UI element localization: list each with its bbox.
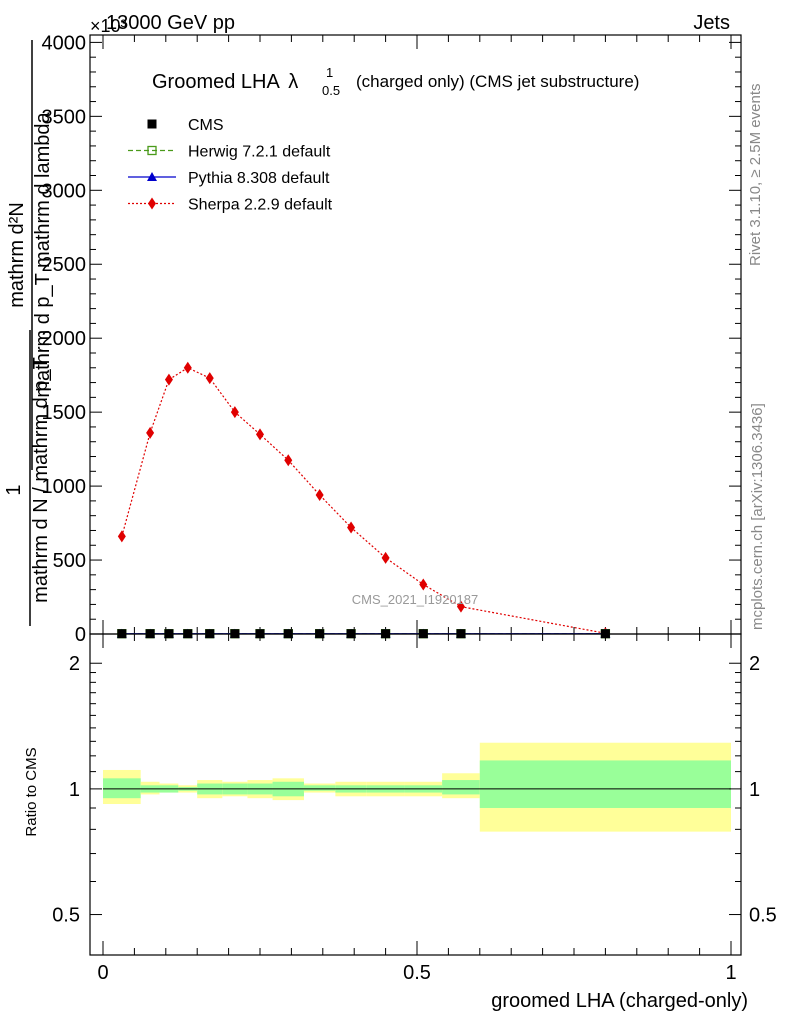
- ylabel-prefix: 1: [3, 484, 25, 495]
- x-tick-label: 0.5: [403, 962, 431, 984]
- legend-label: CMS: [188, 117, 224, 134]
- legend-label: Sherpa 2.2.9 default: [188, 197, 333, 214]
- sherpa-point: [117, 530, 126, 543]
- sherpa-point: [146, 426, 155, 439]
- title-lambda: λ: [288, 71, 298, 93]
- y-tick-label: 500: [53, 550, 86, 572]
- sherpa-point: [164, 373, 173, 386]
- title-sup: 1: [326, 65, 333, 80]
- title-rest: (charged only) (CMS jet substructure): [356, 72, 639, 91]
- legend-marker: [147, 172, 157, 181]
- ratio-tick-label-right: 1: [749, 779, 760, 801]
- ratio-tick-label-left: 0.5: [52, 905, 80, 927]
- legend-marker: [147, 119, 157, 129]
- x-axis: 0 0.5 1: [97, 634, 737, 984]
- y-exponent: ×10³: [90, 16, 127, 36]
- header-right: Jets: [693, 12, 730, 34]
- main-plot: 0 500 1000 1500 2000 2500 3000 3500 4000 CMS_202…: [42, 32, 742, 646]
- rivet-label: Rivet 3.1.10, ≥ 2.5M events: [747, 84, 764, 267]
- stat-uncertainty-band: [103, 778, 141, 799]
- ratio-tick-label-right: 2: [749, 653, 760, 675]
- ylabel-denominator: mathrm d p_T mathrm d lambda: [32, 111, 54, 397]
- mcplots-label: mcplots.cern.ch [arXiv:1306.3436]: [749, 403, 766, 630]
- y-tick-label: 2000: [42, 328, 87, 350]
- y-axis-label: mathrm d²N mathrm d p_T mathrm d lambda …: [3, 40, 54, 626]
- legend-marker: [147, 145, 157, 156]
- stat-uncertainty-band: [479, 760, 731, 808]
- sherpa-point: [381, 551, 390, 564]
- x-tick-label: 0: [97, 962, 108, 984]
- x-axis-label: groomed LHA (charged-only): [491, 990, 748, 1012]
- sherpa-line: [121, 367, 606, 634]
- y-tick-label: 4000: [42, 32, 87, 54]
- legend-marker: [148, 197, 156, 210]
- y-tick-label: 3500: [42, 106, 87, 128]
- sherpa-point: [256, 428, 264, 441]
- y-tick-label: 0: [75, 624, 86, 646]
- x-tick-label: 1: [725, 962, 736, 984]
- main-ticks: 0 500 1000 1500 2000 2500 3000 3500 4000: [42, 32, 741, 646]
- ratio-tick-label-right: 0.5: [749, 905, 777, 927]
- sherpa-point: [205, 372, 214, 385]
- sherpa-point: [230, 406, 239, 419]
- sherpa-point: [347, 521, 356, 534]
- y-tick-label: 1500: [42, 402, 87, 424]
- ylabel-normalisation: mathrm d N / mathrm d p_T: [30, 357, 52, 603]
- legend-label: Herwig 7.2.1 default: [188, 144, 331, 161]
- ratio-frame: [89, 633, 742, 956]
- ylabel-numerator: mathrm d²N: [6, 202, 28, 308]
- legend-label: Pythia 8.308 default: [188, 170, 330, 187]
- ratio-tick-label-left: 2: [69, 653, 80, 675]
- legend: CMS Herwig 7.2.1 default Pythia 8.308 defa…: [128, 117, 333, 214]
- y-tick-label: 2500: [42, 254, 87, 276]
- sherpa-point: [419, 578, 428, 591]
- svg-text:Groomed LHA λ: Groomed LHA λ: [152, 71, 298, 93]
- sherpa-point: [456, 600, 465, 613]
- stat-uncertainty-band: [442, 780, 480, 795]
- ratio-y-label: Ratio to CMS: [23, 747, 40, 836]
- y-tick-label: 3000: [42, 180, 87, 202]
- header-left: 13000 GeV pp: [106, 12, 235, 34]
- title-main: Groomed LHA: [152, 71, 280, 93]
- ratio-plot: 0.5 0.5 1 1 2 2 Ratio to CMS: [23, 633, 777, 956]
- sherpa-point: [183, 361, 192, 374]
- ratio-bands: [103, 742, 731, 832]
- title-sub: 0.5: [322, 83, 340, 98]
- plot-title: Groomed LHA λ 1 0.5 (charged only) (CMS …: [152, 65, 639, 98]
- ratio-ticks: 0.5 0.5 1 1 2 2: [52, 653, 777, 926]
- stat-uncertainty-band: [303, 785, 336, 791]
- sherpa-point: [315, 488, 324, 501]
- watermark: CMS_2021_I1920187: [352, 592, 479, 607]
- ratio-tick-label-left: 1: [69, 779, 80, 801]
- sherpa-point: [284, 454, 293, 467]
- y-tick-label: 1000: [42, 476, 87, 498]
